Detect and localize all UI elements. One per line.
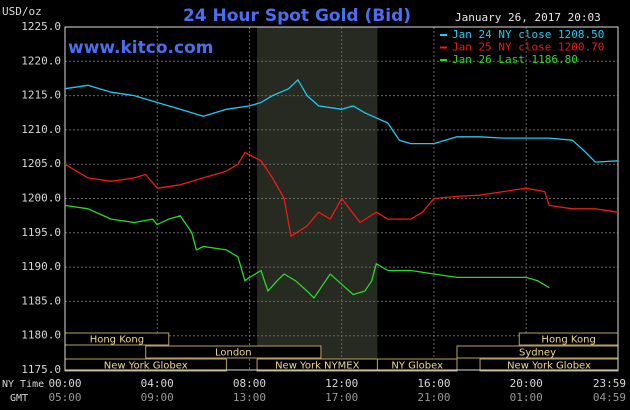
y-tick-label: 1200.0 (21, 192, 61, 205)
chart-title: 24 Hour Spot Gold (Bid) (183, 6, 411, 26)
series-line (64, 204, 550, 299)
session-label: London (215, 348, 252, 359)
session-label: New York NYMEX (275, 361, 360, 372)
legend-label: Jan 26 Last 1186.80 (452, 53, 578, 66)
plot-border (64, 26, 619, 371)
session-label: Sydney (519, 348, 556, 359)
x-tick-label: 08:00 (233, 377, 266, 390)
y-tick-label: 1190.0 (21, 260, 61, 273)
x2-tick-label: 04:59 (593, 391, 626, 404)
y-tick-label: 1210.0 (21, 123, 61, 136)
x-tick-label: 16:00 (417, 377, 450, 390)
session-bar (145, 345, 322, 359)
x2-tick-label: 13:00 (233, 391, 266, 404)
y-tick-label: 1205.0 (21, 157, 61, 170)
y-tick-label: 1220.0 (21, 54, 61, 67)
series-line (64, 151, 619, 237)
x-tick-label: 23:59 (593, 377, 626, 390)
x2-axis-label: GMT (10, 393, 28, 404)
y-tick-label: 1215.0 (21, 89, 61, 102)
x2-tick-label: 21:00 (417, 391, 450, 404)
x-tick-label: 12:00 (325, 377, 358, 390)
session-bar (376, 358, 458, 372)
x2-tick-label: 17:00 (325, 391, 358, 404)
session-label: Hong Kong (541, 335, 595, 346)
x-tick-label: 20:00 (510, 377, 543, 390)
y-axis-label: USD/oz (2, 5, 42, 18)
x2-tick-label: 09:00 (141, 391, 174, 404)
y-tick-label: 1225.0 (21, 20, 61, 33)
x2-tick-label: 01:00 (510, 391, 543, 404)
y-tick-label: 1185.0 (21, 294, 61, 307)
x-tick-label: 00:00 (48, 377, 81, 390)
legend-label: Jan 24 NY close 1208.50 (452, 28, 604, 41)
session-label: NY Globex (391, 361, 443, 372)
x-axis-label: NY Time (2, 379, 44, 390)
session-label: New York Globex (104, 361, 188, 372)
y-tick-label: 1175.0 (21, 363, 61, 376)
series-line (64, 79, 619, 163)
y-tick-label: 1195.0 (21, 226, 61, 239)
chart-date: January 26, 2017 20:03 (455, 11, 601, 24)
watermark: www.kitco.com (68, 38, 213, 58)
session-label: New York Globex (507, 361, 591, 372)
x-tick-label: 04:00 (141, 377, 174, 390)
x2-tick-label: 05:00 (48, 391, 81, 404)
session-label: Hong Kong (90, 335, 144, 346)
legend-label: Jan 25 NY close 1200.70 (452, 41, 604, 54)
y-tick-label: 1180.0 (21, 329, 61, 342)
